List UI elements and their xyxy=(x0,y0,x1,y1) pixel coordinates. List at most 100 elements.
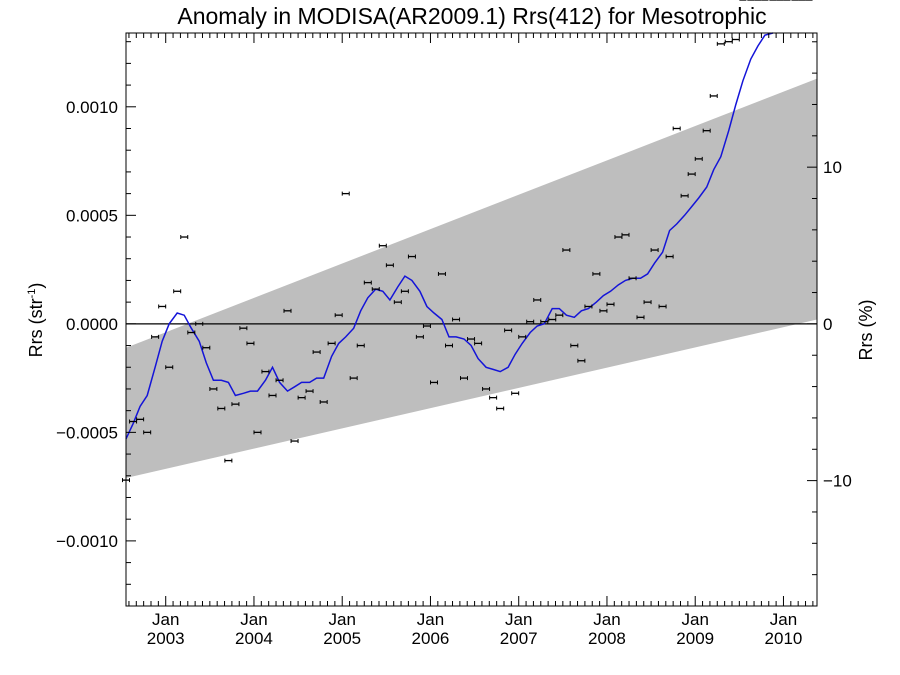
y-tick-label-right: −10 xyxy=(823,472,852,491)
confidence-band-layer xyxy=(126,78,817,478)
data-point xyxy=(180,235,189,240)
y-axis-label-left-superscript: -1 xyxy=(26,289,38,299)
confidence-band xyxy=(126,78,817,478)
x-tick-label-month: Jan xyxy=(240,610,267,629)
data-point xyxy=(643,300,652,305)
data-point xyxy=(363,280,372,285)
data-point xyxy=(731,37,740,42)
y-axis-label-left-text: Rrs (str xyxy=(26,298,46,357)
data-point xyxy=(496,406,505,411)
data-point xyxy=(709,93,718,98)
data-point xyxy=(297,395,306,400)
data-point xyxy=(385,263,394,268)
data-point xyxy=(275,378,284,383)
x-tick-label-year: 2010 xyxy=(765,629,803,648)
y-axis-label-left-close: ) xyxy=(26,283,46,289)
data-point xyxy=(341,191,350,196)
x-tick-label-month: Jan xyxy=(505,610,532,629)
data-point xyxy=(327,341,336,346)
data-point xyxy=(672,126,681,131)
data-point xyxy=(584,304,593,309)
y-axis-label-right: Rrs (%) xyxy=(856,300,876,361)
y-tick-label-left: −0.0010 xyxy=(56,532,118,551)
smoothed-line-layer xyxy=(125,32,774,440)
data-point xyxy=(305,389,314,394)
y-tick-label-left: 0.0000 xyxy=(66,315,118,334)
data-point xyxy=(606,302,615,307)
data-point xyxy=(217,406,226,411)
data-point xyxy=(467,337,476,342)
data-point xyxy=(334,313,343,318)
data-point xyxy=(665,254,674,259)
data-point xyxy=(518,334,527,339)
axes: Jan2003Jan2004Jan2005Jan2006Jan2007Jan20… xyxy=(56,32,852,648)
y-axis-label-left: Rrs (str-1) xyxy=(26,283,46,358)
data-point xyxy=(687,172,696,177)
data-point xyxy=(209,386,218,391)
data-point xyxy=(636,315,645,320)
x-tick-label-month: Jan xyxy=(593,610,620,629)
data-point xyxy=(437,271,446,276)
y-tick-label-left: −0.0005 xyxy=(56,423,118,442)
data-point xyxy=(429,380,438,385)
data-point xyxy=(540,319,549,324)
data-point xyxy=(415,334,424,339)
x-tick-label-year: 2004 xyxy=(235,629,273,648)
data-point xyxy=(555,313,564,318)
data-point xyxy=(165,365,174,370)
data-point xyxy=(562,248,571,253)
x-tick-label-year: 2008 xyxy=(588,629,626,648)
x-tick-label-year: 2007 xyxy=(500,629,538,648)
data-point xyxy=(474,341,483,346)
data-point xyxy=(143,430,152,435)
data-point xyxy=(702,128,711,133)
data-point xyxy=(400,289,409,294)
data-point xyxy=(173,289,182,294)
data-point xyxy=(599,308,608,313)
data-point xyxy=(136,417,145,422)
data-point xyxy=(202,345,211,350)
data-point xyxy=(482,386,491,391)
x-tick-label-year: 2006 xyxy=(412,629,450,648)
data-point xyxy=(621,232,630,237)
data-point xyxy=(444,343,453,348)
data-point xyxy=(459,376,468,381)
chart-title: Anomaly in MODISA(AR2009.1) Rrs(412) for… xyxy=(177,3,766,29)
data-point xyxy=(253,430,262,435)
data-point xyxy=(158,304,167,309)
data-point xyxy=(724,39,733,44)
data-point xyxy=(680,193,689,198)
data-point xyxy=(356,343,365,348)
data-point xyxy=(452,317,461,322)
data-point xyxy=(504,328,513,333)
data-point xyxy=(511,391,520,396)
x-tick-label-month: Jan xyxy=(682,610,709,629)
data-point xyxy=(319,399,328,404)
data-point xyxy=(290,439,299,444)
data-point xyxy=(224,458,233,463)
y-tick-label-right: 10 xyxy=(823,158,842,177)
data-point xyxy=(239,326,248,331)
data-point xyxy=(371,287,380,292)
data-point xyxy=(716,41,725,46)
data-points-layer xyxy=(122,0,813,483)
x-tick-label-month: Jan xyxy=(417,610,444,629)
data-point xyxy=(548,317,557,322)
data-point xyxy=(694,156,703,161)
data-point xyxy=(195,321,204,326)
data-point xyxy=(422,324,431,329)
data-point xyxy=(312,350,321,355)
data-point xyxy=(268,393,277,398)
data-point xyxy=(658,304,667,309)
data-point xyxy=(570,343,579,348)
data-point xyxy=(489,395,498,400)
y-tick-label-left: 0.0010 xyxy=(66,98,118,117)
y-tick-label-left: 0.0005 xyxy=(66,206,118,225)
x-tick-label-month: Jan xyxy=(770,610,797,629)
data-point xyxy=(246,341,255,346)
plot-frame xyxy=(125,32,818,607)
x-tick-label-year: 2009 xyxy=(676,629,714,648)
x-tick-label-year: 2005 xyxy=(323,629,361,648)
data-point xyxy=(533,297,542,302)
